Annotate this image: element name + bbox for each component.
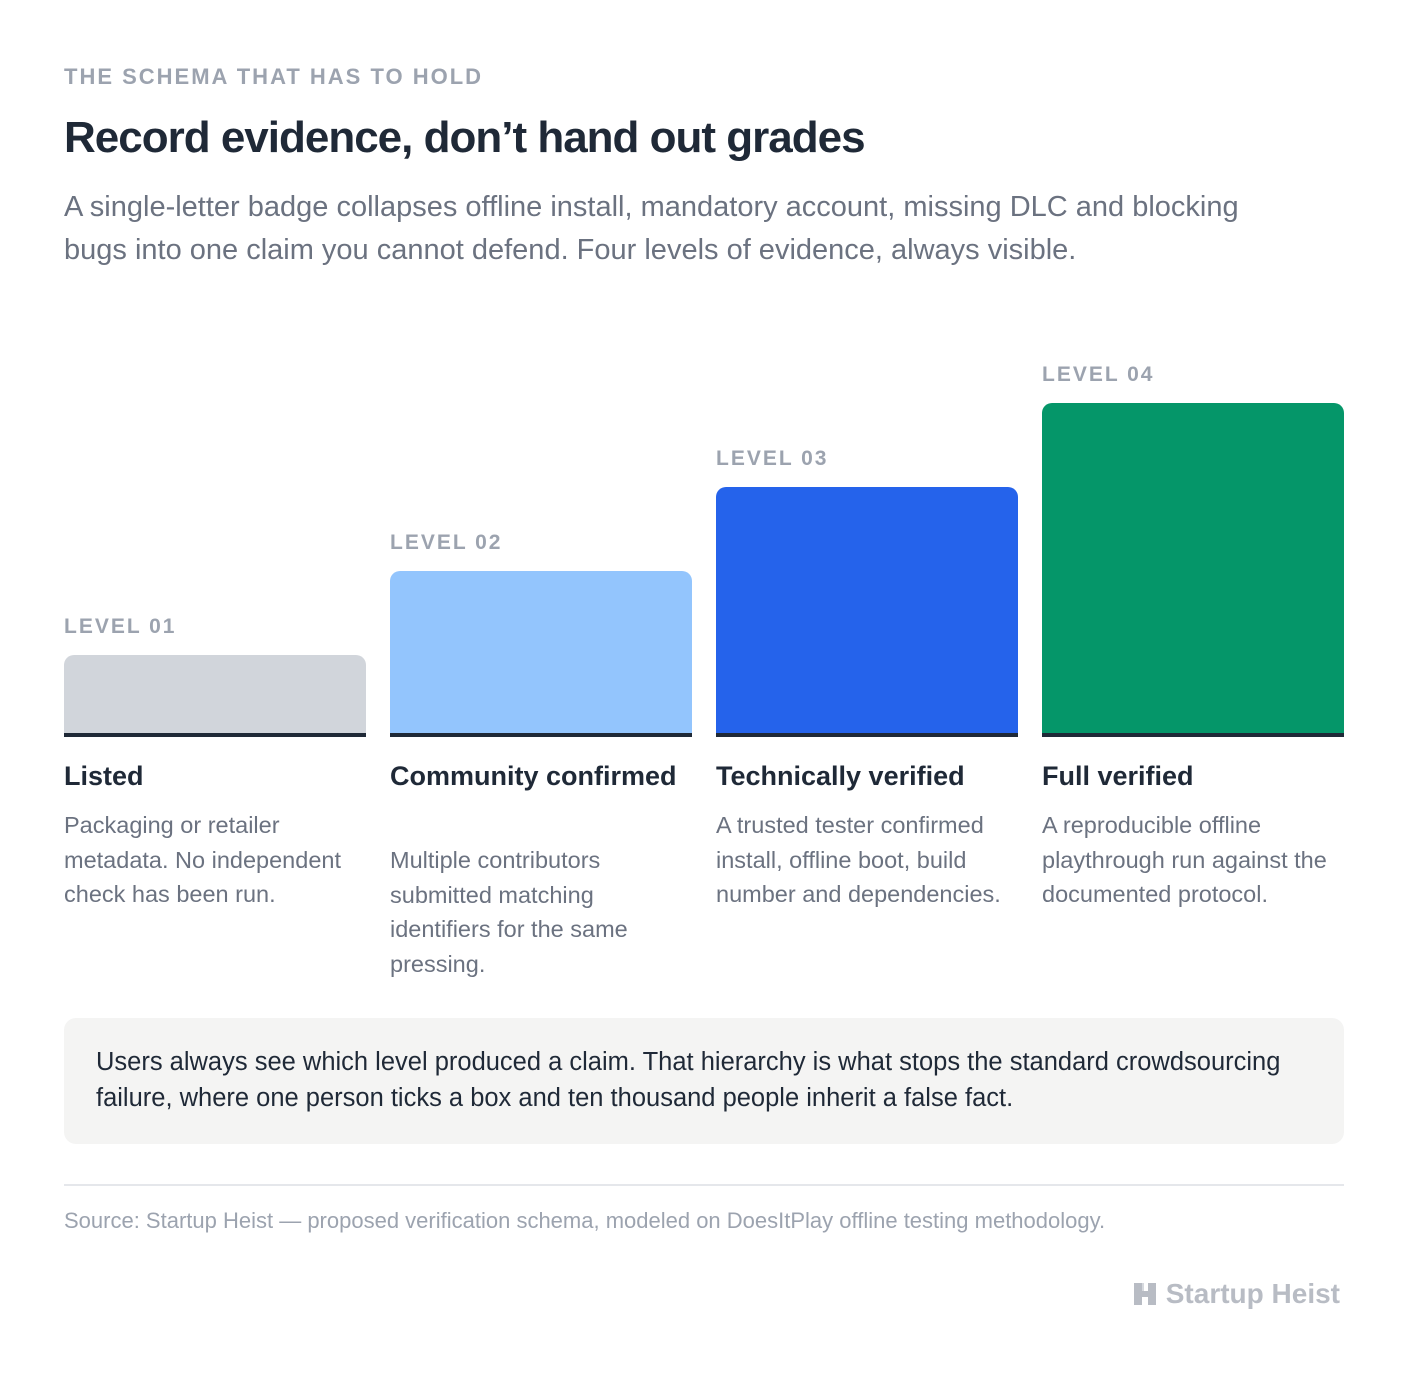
level-2-title: Community confirmed — [390, 761, 677, 791]
level-3-baseline — [716, 733, 1018, 737]
level-3-column: LEVEL 03 Technically verified A trusted … — [716, 360, 1018, 1000]
level-3-description: A trusted tester confirmed install, offl… — [716, 812, 1001, 907]
level-1-bar — [64, 655, 366, 733]
level-3-label: LEVEL 03 — [716, 447, 829, 470]
level-1-description: Packaging or retailer metadata. No indep… — [64, 812, 341, 907]
level-1-baseline — [64, 733, 366, 737]
level-3-bar — [716, 487, 1018, 733]
page-title: Record evidence, don’t hand out grades — [64, 113, 866, 162]
level-4-label: LEVEL 04 — [1042, 363, 1155, 386]
evidence-levels: LEVEL 01 Listed Packaging or retailer me… — [64, 360, 1344, 1000]
callout-box: Users always see which level produced a … — [64, 1018, 1344, 1144]
lede: A single-letter badge collapses offline … — [64, 191, 1239, 266]
level-4-baseline — [1042, 733, 1344, 737]
footer-divider — [64, 1184, 1344, 1186]
brand: Startup Heist — [1132, 1278, 1340, 1310]
level-4-column: LEVEL 04 Full verified A reproducible of… — [1042, 360, 1344, 1000]
heist-logo-icon — [1132, 1281, 1158, 1307]
level-4-bar — [1042, 403, 1344, 733]
level-1-label: LEVEL 01 — [64, 615, 177, 638]
level-2-description: Multiple contributors submitted matching… — [390, 847, 628, 977]
eyebrow: THE SCHEMA THAT HAS TO HOLD — [64, 64, 484, 89]
level-4-title: Full verified — [1042, 761, 1194, 791]
level-2-bar — [390, 571, 692, 733]
brand-name: Startup Heist — [1165, 1278, 1340, 1309]
level-3-title: Technically verified — [716, 761, 965, 791]
source-note: Source: Startup Heist — proposed verific… — [64, 1208, 1106, 1233]
level-4-description: A reproducible offline playthrough run a… — [1042, 812, 1327, 907]
callout-text: Users always see which level produced a … — [96, 1048, 1281, 1112]
level-2-column: LEVEL 02 Community confirmed Multiple co… — [390, 360, 692, 1000]
level-1-column: LEVEL 01 Listed Packaging or retailer me… — [64, 360, 366, 1000]
level-1-title: Listed — [64, 761, 144, 791]
level-2-label: LEVEL 02 — [390, 531, 503, 554]
level-2-baseline — [390, 733, 692, 737]
